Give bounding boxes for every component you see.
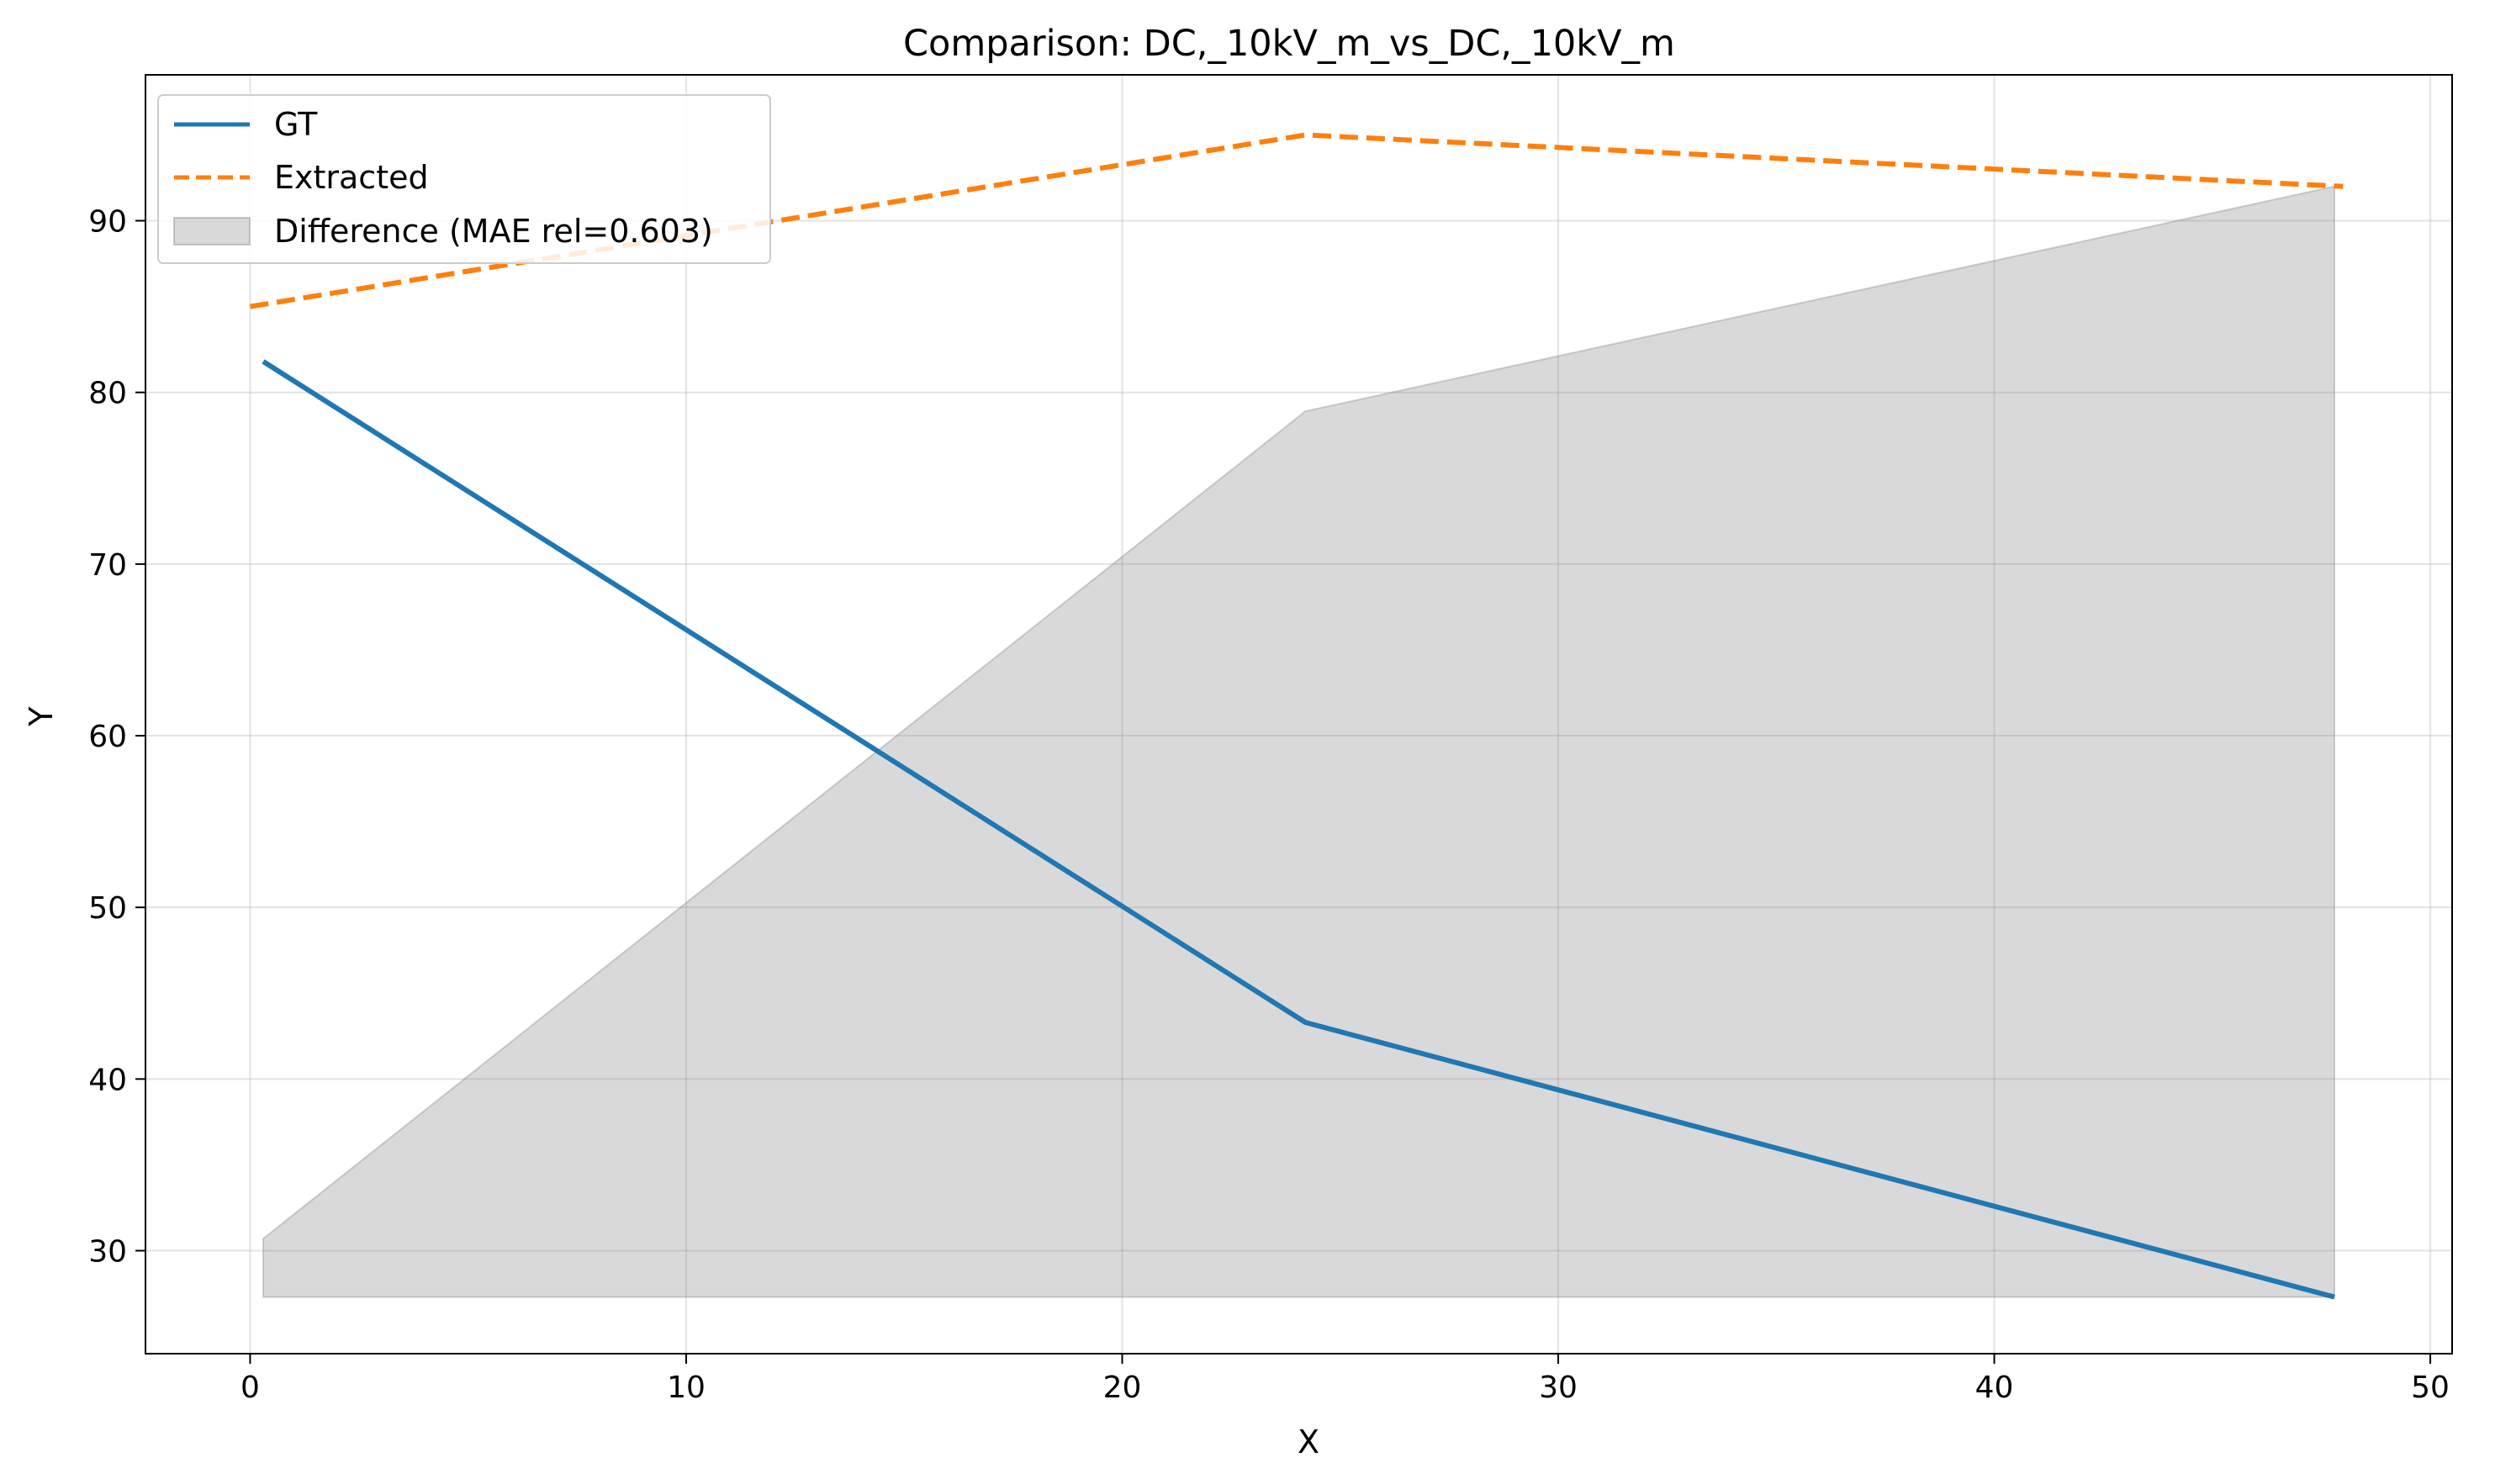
y-tick-label: 60 — [88, 720, 127, 754]
y-axis-ticks: 30 40 50 60 70 80 90 — [88, 205, 145, 1270]
series-line-gt — [262, 359, 2335, 1300]
grid — [145, 75, 2452, 1354]
x-axis-label: X — [1298, 1423, 1319, 1460]
x-tick-label: 10 — [667, 1370, 706, 1405]
x-tick-label: 0 — [241, 1370, 260, 1405]
legend: GT Extracted Difference (MAE rel=0.603) — [157, 94, 771, 264]
y-tick-label: 30 — [88, 1235, 127, 1270]
y-tick-label: 40 — [88, 1063, 127, 1097]
y-tick-label: 50 — [88, 891, 127, 926]
y-tick-label: 80 — [88, 377, 127, 411]
legend-label-extracted: Extracted — [274, 159, 429, 196]
x-tick-label: 30 — [1539, 1370, 1578, 1405]
legend-label-gt: GT — [274, 106, 318, 143]
difference-area-layer — [262, 185, 2335, 1298]
difference-area — [262, 185, 2335, 1298]
x-axis-ticks: 0 10 20 30 40 50 — [241, 1354, 2450, 1405]
chart-title: Comparison: DC,_10kV_m_vs_DC,_10kV_m — [903, 23, 1675, 65]
x-tick-label: 20 — [1103, 1370, 1142, 1405]
y-axis-label: Y — [23, 706, 60, 727]
x-tick-label: 40 — [1975, 1370, 2014, 1405]
plot-frame — [145, 74, 2453, 1355]
x-tick-label: 50 — [2411, 1370, 2450, 1405]
y-tick-label: 90 — [88, 205, 127, 240]
legend-box — [157, 94, 771, 264]
legend-swatch-difference — [173, 217, 251, 246]
y-tick-label: 70 — [88, 548, 127, 583]
legend-label-difference: Difference (MAE rel=0.603) — [274, 213, 713, 250]
